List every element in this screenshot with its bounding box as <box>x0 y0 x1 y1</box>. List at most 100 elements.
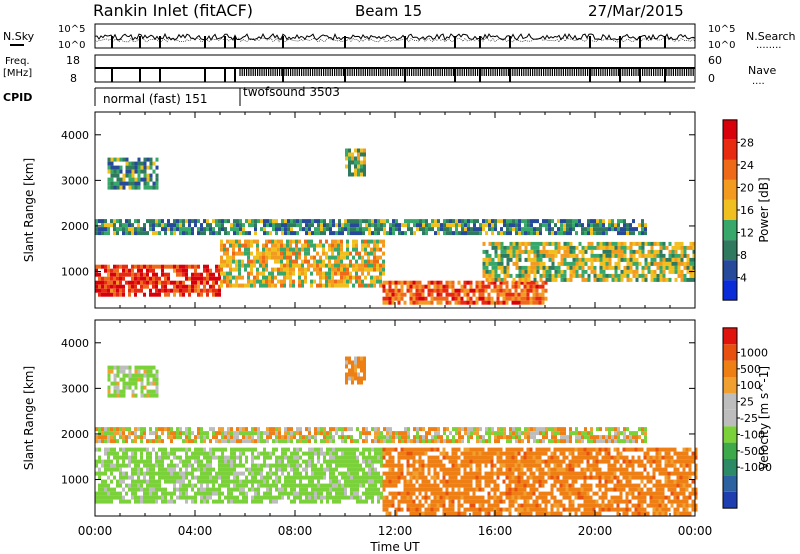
data-cell <box>329 459 332 464</box>
data-cell <box>107 185 111 190</box>
data-cell <box>632 231 635 236</box>
data-cell <box>226 279 229 284</box>
data-cell <box>376 267 379 272</box>
data-cell <box>357 156 360 161</box>
data-cell <box>428 427 431 432</box>
data-cell <box>551 249 555 254</box>
data-cell <box>107 483 110 488</box>
data-cell <box>104 231 107 236</box>
data-cell <box>677 273 681 278</box>
data-cell <box>368 455 371 460</box>
data-cell <box>503 427 506 432</box>
data-cell <box>514 459 518 464</box>
data-cell <box>346 263 349 268</box>
data-cell <box>353 459 356 464</box>
data-cell <box>340 263 343 268</box>
data-cell <box>260 219 263 224</box>
data-cell <box>347 219 350 224</box>
data-cell <box>224 227 227 232</box>
data-cell <box>520 471 524 476</box>
data-cell <box>220 259 223 264</box>
data-cell <box>451 288 455 293</box>
data-cell <box>635 227 638 232</box>
data-cell <box>152 447 155 452</box>
data-cell <box>218 475 221 480</box>
data-cell <box>491 269 495 274</box>
data-cell <box>463 280 467 285</box>
data-cell <box>505 507 509 512</box>
data-cell <box>161 475 164 480</box>
data-cell <box>238 267 241 272</box>
data-cell <box>337 279 340 284</box>
data-cell <box>406 479 410 484</box>
data-cell <box>629 253 633 258</box>
data-cell <box>137 268 140 273</box>
data-cell <box>101 288 104 293</box>
data-cell <box>388 288 392 293</box>
data-cell <box>179 292 182 297</box>
data-cell <box>301 259 304 264</box>
data-cell <box>430 483 434 488</box>
data-cell <box>221 455 224 460</box>
data-cell <box>262 283 265 288</box>
data-cell <box>482 219 485 224</box>
data-cell <box>158 427 161 432</box>
data-cell <box>194 276 197 281</box>
data-cell <box>128 227 131 232</box>
data-cell <box>98 475 101 480</box>
data-cell <box>131 487 134 492</box>
data-cell <box>641 219 644 224</box>
data-cell <box>377 491 380 496</box>
data-cell <box>128 427 131 432</box>
data-cell <box>514 451 518 456</box>
data-cell <box>481 487 485 492</box>
data-cell <box>332 435 335 440</box>
data-cell <box>143 427 146 432</box>
data-cell <box>308 223 311 228</box>
data-cell <box>185 284 188 289</box>
data-cell <box>608 227 611 232</box>
data-cell <box>529 284 533 289</box>
data-cell <box>188 227 191 232</box>
data-cell <box>95 491 98 496</box>
data-cell <box>200 292 203 297</box>
data-cell <box>337 247 340 252</box>
data-cell <box>238 243 241 248</box>
data-cell <box>424 483 428 488</box>
data-cell <box>487 511 491 516</box>
data-cell <box>296 483 299 488</box>
data-cell <box>167 223 170 228</box>
data-cell <box>535 296 539 301</box>
data-cell <box>368 227 371 232</box>
data-cell <box>482 439 485 444</box>
data-cell <box>415 511 419 516</box>
data-cell <box>119 288 122 293</box>
data-cell <box>487 459 491 464</box>
data-cell <box>277 279 280 284</box>
data-cell <box>406 483 410 488</box>
data-cell <box>532 487 536 492</box>
data-cell <box>161 223 164 228</box>
data-cell <box>113 185 117 190</box>
data-cell <box>280 279 283 284</box>
data-cell <box>200 475 203 480</box>
data-cell <box>308 499 311 504</box>
data-cell <box>347 459 350 464</box>
data-cell <box>392 431 395 436</box>
data-cell <box>394 511 398 516</box>
data-cell <box>554 435 557 440</box>
data-cell <box>590 269 594 274</box>
data-cell <box>457 467 461 472</box>
data-cell <box>473 427 476 432</box>
data-cell <box>256 267 259 272</box>
data-cell <box>376 275 379 280</box>
data-cell <box>322 247 325 252</box>
data-cell <box>689 277 693 282</box>
data-cell <box>173 483 176 488</box>
data-cell <box>278 427 281 432</box>
data-cell <box>329 495 332 500</box>
data-cell <box>689 241 693 246</box>
data-cell <box>491 245 495 250</box>
data-cell <box>179 288 182 293</box>
data-cell <box>215 475 218 480</box>
